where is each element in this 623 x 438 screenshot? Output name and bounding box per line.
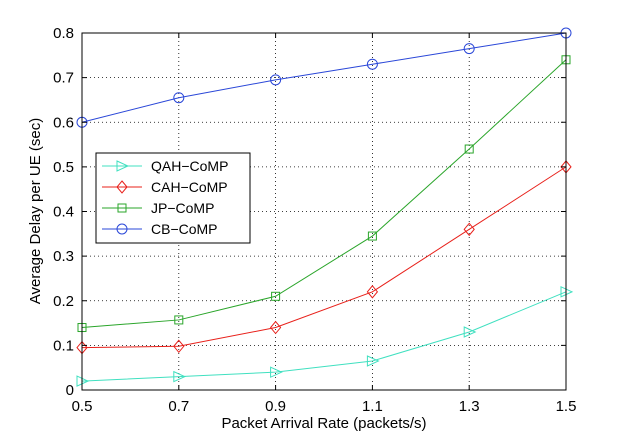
data-point (271, 291, 281, 301)
series-line (81, 291, 567, 382)
y-axis-title: Average Delay per UE (sec) (27, 118, 44, 304)
y-tick-label: 0.8 (53, 25, 74, 42)
y-tick-label: 0.2 (53, 293, 74, 310)
x-tick-label: 0.9 (265, 398, 286, 415)
x-tick-label: 1.1 (362, 398, 383, 415)
y-tick-label: 0.6 (53, 114, 74, 131)
y-tick-label: 0 (66, 382, 74, 399)
legend-label: JP−CoMP (151, 200, 214, 216)
x-tick-label: 1.3 (459, 398, 480, 415)
legend-label: CB−CoMP (151, 221, 218, 237)
tick-marks (81, 32, 567, 391)
y-tick-labels: 0 0.1 0.2 0.3 0.4 0.5 0.6 0.7 0.8 (53, 25, 74, 399)
legend-marker (116, 223, 128, 235)
data-point (173, 370, 187, 383)
data-point (270, 366, 283, 378)
data-point (367, 231, 377, 241)
series-line (81, 166, 567, 349)
data-point (366, 355, 380, 367)
y-tick-label: 0.3 (53, 248, 74, 265)
legend-label: CAH−CoMP (151, 179, 228, 195)
x-tick-label: 0.5 (72, 398, 93, 415)
y-tick-label: 0.7 (53, 70, 74, 87)
x-tick-label: 1.5 (556, 398, 577, 415)
series-line (81, 32, 567, 123)
legend-marker (116, 160, 130, 172)
data-point (173, 339, 185, 354)
data-point (463, 43, 475, 55)
x-tick-label: 0.7 (168, 398, 189, 415)
legend-marker (116, 180, 128, 194)
legend-label: QAH−CoMP (151, 158, 228, 174)
data-point (269, 320, 282, 335)
data-point (366, 285, 379, 299)
data-point (174, 315, 184, 325)
data-point (463, 222, 475, 237)
data-point (270, 74, 282, 86)
y-tick-label: 0.4 (53, 204, 74, 221)
legend-entry: CB−CoMP (102, 221, 218, 237)
series-qahcomp (76, 286, 574, 387)
legend-entry: QAH−CoMP (102, 158, 228, 174)
data-point (464, 144, 474, 154)
data-point (366, 58, 378, 70)
y-tick-label: 0.5 (53, 159, 74, 176)
y-tick-label: 0.1 (53, 337, 74, 354)
series-line (81, 59, 567, 329)
legend-entry: JP−CoMP (102, 200, 214, 216)
series-layer (76, 27, 574, 387)
x-axis-title: Packet Arrival Rate (packets/s) (221, 415, 426, 432)
legend-marker (117, 203, 127, 213)
legend-box (95, 152, 251, 244)
legend-entry: CAH−CoMP (102, 179, 228, 195)
legend: QAH−CoMP CAH−CoMP JP−CoMP CB−CoMP (95, 152, 251, 244)
data-point (463, 326, 477, 338)
x-tick-labels: 0.5 0.7 0.9 1.1 1.3 1.5 (72, 398, 577, 415)
data-point (173, 92, 185, 104)
